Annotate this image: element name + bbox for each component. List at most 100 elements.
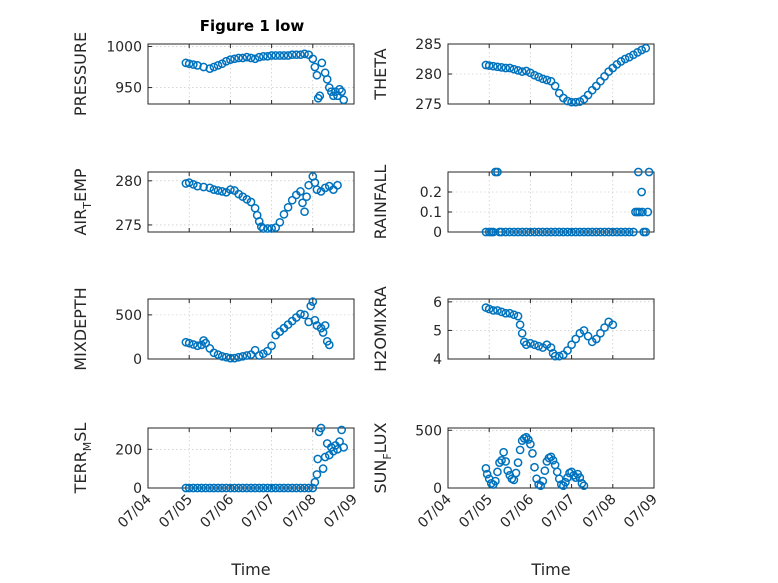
x-tick-label: 07/05 <box>156 492 196 532</box>
data-point <box>324 83 334 92</box>
subplot-8: 0 500 SUNFLUX 07/04 07/05 07/06 07/07 07/08 07/0… <box>371 422 661 579</box>
data-point <box>283 202 293 212</box>
data-point <box>298 198 307 208</box>
data-point <box>495 458 504 467</box>
data-point <box>275 217 285 227</box>
data-point <box>542 75 552 85</box>
data-point <box>324 340 334 350</box>
data-point <box>559 227 568 237</box>
data-point <box>199 182 208 192</box>
data-point <box>509 310 519 320</box>
x-tick-label: 07/04 <box>115 491 155 531</box>
data-point <box>513 458 523 467</box>
data-point <box>184 338 194 348</box>
data-point <box>300 49 309 59</box>
data-point <box>259 51 268 61</box>
axes-box <box>147 427 355 489</box>
data-point <box>263 483 272 493</box>
data-point <box>209 483 219 493</box>
y-axis-label: SUNFLUX <box>371 422 394 493</box>
data-point <box>193 341 202 351</box>
data-point <box>521 432 531 442</box>
data-point <box>526 439 535 449</box>
data-point <box>263 224 272 233</box>
data-point <box>509 227 519 237</box>
data-point <box>197 483 206 493</box>
data-point <box>308 54 318 64</box>
figure-title: Figure 1 low <box>200 17 305 35</box>
data-point <box>275 51 285 60</box>
data-point <box>333 180 342 190</box>
data-point <box>205 483 215 493</box>
data-point <box>521 227 531 237</box>
data-point <box>497 455 506 465</box>
data-point <box>567 227 576 237</box>
data-point <box>530 462 539 472</box>
data-point <box>242 52 252 62</box>
data-point <box>493 467 502 477</box>
subplot-grid: 950 1000 PRESSURE 275 280 285 THETA 275 280 AIRTE… <box>71 32 661 579</box>
data-point <box>484 304 494 314</box>
data-point <box>528 449 537 458</box>
data-point <box>505 308 515 318</box>
data-point <box>205 183 215 193</box>
y-tick-label: 5 <box>433 323 442 339</box>
data-point <box>339 95 349 105</box>
data-point <box>546 227 556 237</box>
data-point <box>577 479 587 488</box>
data-point <box>513 227 523 237</box>
data-point <box>608 227 618 237</box>
data-point <box>517 67 527 76</box>
subplot-3: 275 280 AIRTEMP <box>71 168 355 236</box>
data-point <box>571 334 581 344</box>
data-point <box>536 481 546 491</box>
data-point <box>267 51 276 60</box>
data-point <box>267 224 276 233</box>
data-point <box>571 227 581 237</box>
data-point <box>612 227 622 237</box>
data-point <box>501 63 511 73</box>
data-point <box>310 477 320 487</box>
data-point <box>491 476 500 486</box>
data-point <box>638 207 647 217</box>
data-point <box>497 227 506 237</box>
data-point <box>188 483 198 493</box>
axes-box <box>447 43 655 105</box>
data-point <box>530 227 539 237</box>
data-point <box>306 301 316 311</box>
data-point <box>217 352 227 361</box>
data-point <box>579 326 589 335</box>
data-point <box>546 343 556 352</box>
axes-box <box>447 298 655 360</box>
data-point <box>517 227 527 237</box>
data-point <box>604 227 614 237</box>
data-point <box>620 54 630 64</box>
data-point <box>534 341 543 351</box>
data-point <box>513 311 523 321</box>
data-point <box>542 227 552 237</box>
data-point <box>526 338 535 348</box>
data-point <box>534 72 543 82</box>
data-point <box>540 466 550 476</box>
data-point <box>488 61 498 71</box>
data-point <box>250 483 260 493</box>
data-point <box>209 62 219 72</box>
data-point <box>279 51 289 60</box>
data-point <box>329 446 338 456</box>
x-axis-label: Time <box>530 560 570 579</box>
data-point <box>530 70 539 80</box>
data-point <box>217 187 227 196</box>
data-point <box>629 227 638 237</box>
data-point <box>300 483 309 493</box>
data-point <box>637 45 646 55</box>
data-point <box>501 457 511 466</box>
data-point <box>583 90 593 100</box>
data-point <box>184 59 194 69</box>
data-point <box>188 180 198 189</box>
data-point <box>230 353 239 363</box>
data-point <box>296 50 305 60</box>
data-point <box>337 425 346 435</box>
data-point <box>246 483 256 493</box>
axes-box <box>147 298 355 360</box>
